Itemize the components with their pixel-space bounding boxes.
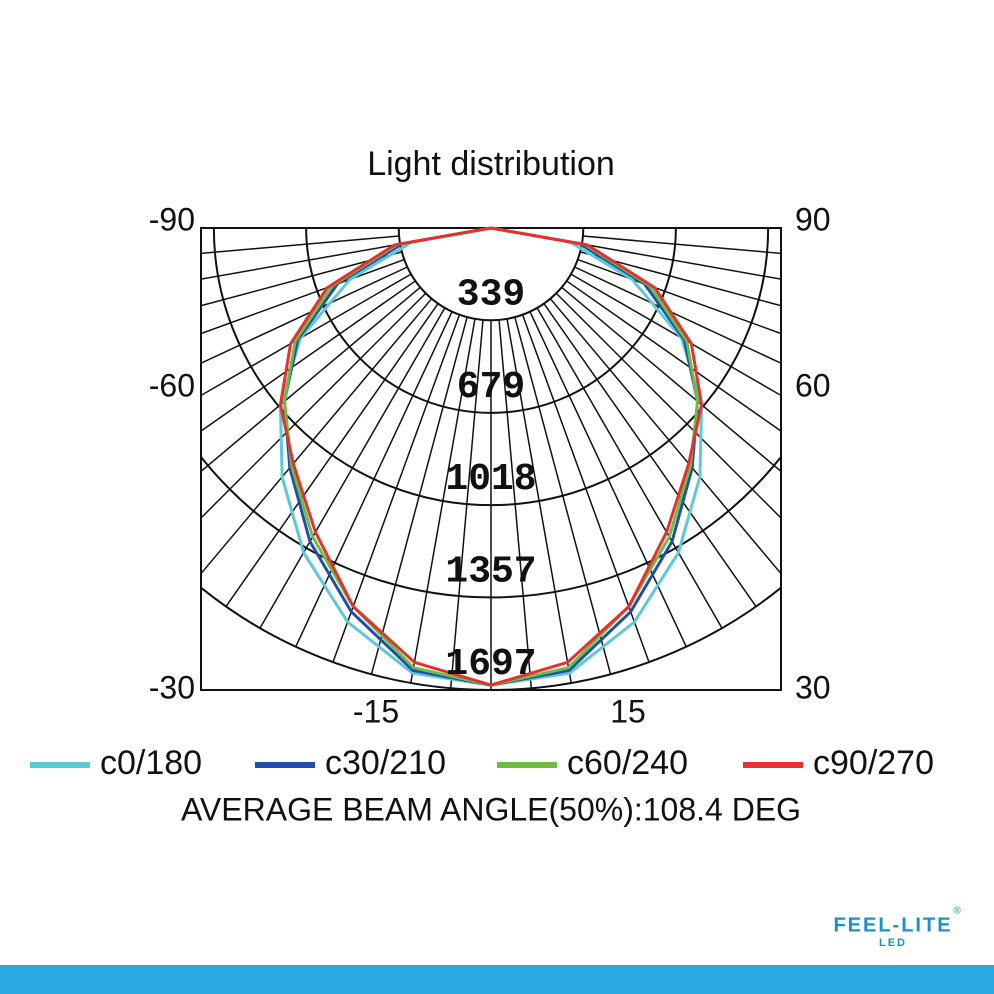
ring: [201, 455, 781, 599]
logo: FEEL-LITE LED ®: [833, 906, 961, 949]
legend-label: c30/210: [325, 744, 446, 782]
polar-grid: [201, 228, 781, 690]
left-label: -30: [149, 669, 195, 705]
legend-label: c0/180: [100, 744, 202, 782]
note: AVERAGE BEAM ANGLE(50%):108.4 DEG: [181, 791, 801, 827]
r-tick-label: 679: [457, 366, 525, 409]
right-label: 30: [795, 669, 831, 705]
series-line: [278, 226, 492, 687]
logo-mark: ®: [953, 906, 961, 917]
footer-bar: [0, 965, 994, 994]
ring: [212, 228, 770, 507]
series-line: [490, 226, 704, 687]
left-label: -60: [149, 367, 195, 403]
series-line: [490, 226, 704, 687]
labels: 339 679 1018 1357 1697 -90 -60 -30 90 60 30 -15 15: [149, 201, 831, 729]
r-tick-label: 1357: [445, 550, 536, 593]
legend-label: c90/270: [813, 744, 934, 782]
bottom-label: -15: [353, 693, 399, 729]
series-line: [278, 226, 492, 687]
bottom-label: 15: [610, 693, 646, 729]
left-label: -90: [149, 201, 195, 237]
right-label: 60: [795, 367, 831, 403]
chart-title: Light distribution: [367, 145, 615, 183]
logo-sub: LED: [879, 937, 907, 949]
ring: [305, 228, 677, 414]
r-tick-label: 1697: [445, 643, 536, 686]
r-tick-label: 339: [457, 273, 525, 316]
curves: [278, 226, 704, 687]
legend-label: c60/240: [567, 744, 688, 782]
ring: [397, 228, 585, 322]
logo-brand: FEEL-LITE: [833, 914, 952, 936]
r-tick-label: 1018: [445, 458, 536, 501]
right-label: 90: [795, 201, 831, 237]
